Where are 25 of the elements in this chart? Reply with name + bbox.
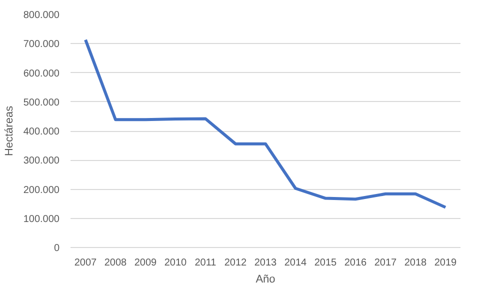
x-tick-label: 2018 <box>404 258 428 268</box>
x-tick-label: 2009 <box>134 258 158 268</box>
y-tick-label: 300.000 <box>23 156 60 167</box>
x-axis-title: Año <box>256 274 276 286</box>
x-tick-label: 2016 <box>344 258 368 268</box>
x-tick-label: 2011 <box>194 258 217 268</box>
x-tick-label: 2013 <box>254 258 278 268</box>
y-tick-label: 500.000 <box>23 97 60 108</box>
x-tick-label: 2019 <box>434 258 458 268</box>
x-tick-label: 2012 <box>224 258 248 268</box>
y-tick-label: 700.000 <box>23 39 60 50</box>
line-series <box>84 38 447 209</box>
y-tick-label: 800.000 <box>23 10 60 21</box>
x-tick-label: 2010 <box>164 258 188 268</box>
y-axis-title: Hectáreas <box>3 105 16 156</box>
x-tick-label: 2007 <box>74 258 98 268</box>
y-tick-label: 400.000 <box>23 126 60 138</box>
y-tick-label: 200.000 <box>23 184 60 196</box>
x-tick-label: 2015 <box>314 258 338 268</box>
x-tick-label: 2014 <box>284 258 308 268</box>
y-tick-label: 0 <box>54 243 60 254</box>
x-tick-label: 2017 <box>374 258 398 268</box>
x-tick-label: 2008 <box>104 258 128 268</box>
y-tick-label: 600.000 <box>23 68 60 80</box>
y-tick-label: 100.000 <box>23 214 60 225</box>
